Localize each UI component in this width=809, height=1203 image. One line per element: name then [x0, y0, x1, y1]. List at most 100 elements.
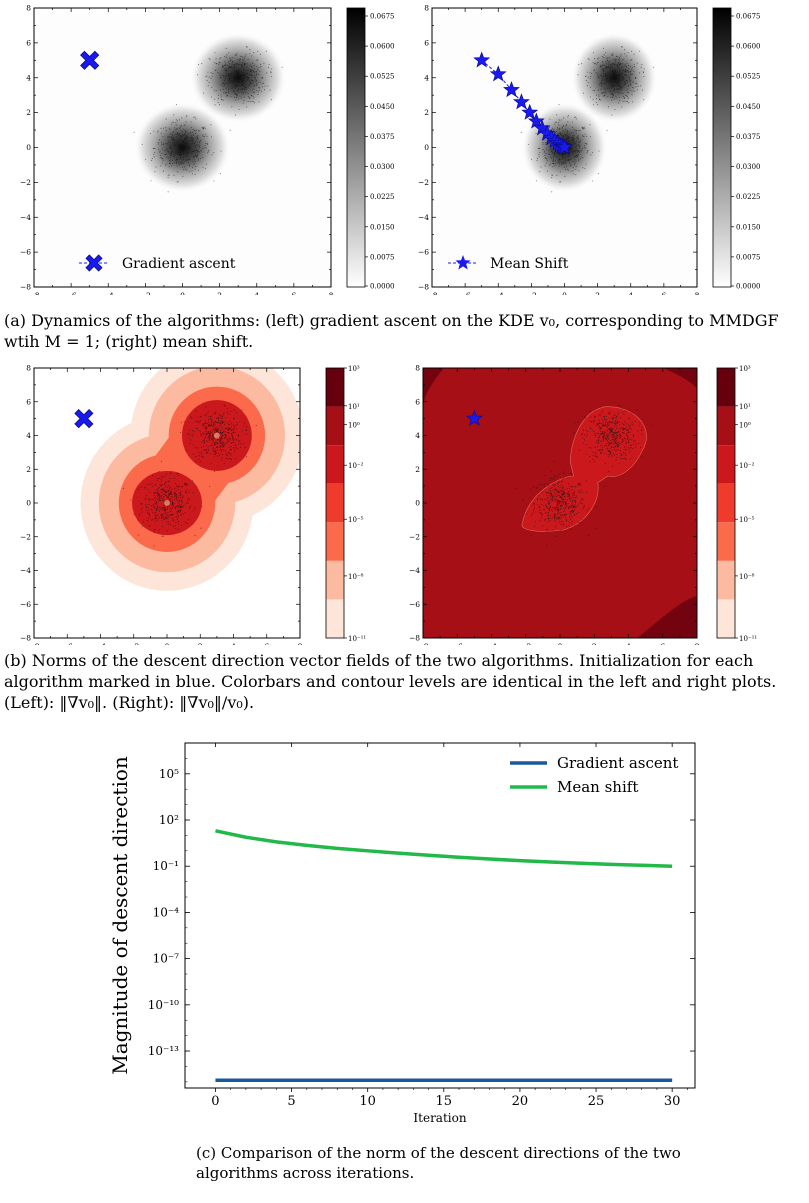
sample-point	[597, 73, 599, 75]
sample-point	[190, 147, 192, 149]
sample-point	[585, 480, 587, 482]
sample-point	[621, 63, 623, 65]
sample-point	[225, 64, 227, 66]
sample-point	[195, 118, 197, 120]
colorbar-label: 0.0525	[736, 73, 761, 81]
sample-point	[587, 58, 589, 60]
sample-point	[149, 515, 151, 517]
sample-point	[232, 438, 234, 440]
sample-point	[164, 506, 166, 508]
sample-point	[631, 91, 633, 93]
sample-point	[618, 91, 620, 94]
sample-point	[186, 500, 188, 502]
sample-point	[557, 494, 559, 496]
sample-point	[590, 154, 592, 156]
sample-point	[583, 147, 585, 149]
sample-point	[617, 443, 619, 445]
sample-point	[231, 65, 233, 67]
sample-point	[605, 63, 607, 65]
sample-point	[607, 444, 610, 447]
sample-point	[236, 82, 238, 84]
sample-point	[242, 93, 244, 95]
sample-point	[569, 140, 571, 142]
sample-point	[594, 451, 596, 453]
sample-point	[553, 152, 555, 154]
sample-point	[589, 72, 591, 74]
sample-point	[614, 89, 616, 91]
sample-point	[560, 484, 562, 486]
sample-point	[267, 66, 270, 69]
sample-point	[574, 513, 576, 515]
sample-point	[161, 148, 164, 150]
sample-point	[613, 433, 615, 435]
sample-point	[599, 431, 601, 433]
sample-point	[598, 437, 600, 439]
sample-point	[152, 504, 154, 506]
sample-point	[607, 428, 609, 430]
sample-point	[219, 414, 222, 416]
sample-point	[220, 459, 222, 461]
sample-point	[164, 512, 166, 514]
sample-point	[618, 437, 620, 439]
sample-point	[594, 527, 596, 529]
sample-point	[181, 503, 183, 505]
sample-point	[178, 154, 180, 156]
sample-point	[621, 76, 624, 78]
sample-point	[205, 147, 207, 149]
sample-point	[263, 82, 265, 85]
sample-point	[581, 518, 583, 520]
sample-point	[551, 151, 553, 153]
sample-point	[613, 446, 615, 448]
sample-point	[206, 143, 209, 145]
sample-point	[549, 149, 552, 151]
sample-point	[256, 68, 258, 70]
sample-point	[196, 416, 198, 418]
sample-point	[514, 487, 516, 489]
sample-point	[605, 421, 607, 423]
sample-point	[551, 494, 553, 496]
sample-point	[197, 63, 200, 66]
sample-point	[196, 427, 198, 429]
sample-point	[601, 431, 603, 433]
sample-point	[203, 437, 205, 439]
sample-point	[221, 436, 223, 438]
sample-point	[533, 511, 535, 513]
sample-point	[180, 495, 182, 497]
sample-point	[618, 85, 620, 88]
sample-point	[169, 128, 171, 130]
sample-point	[162, 507, 164, 510]
sample-point	[271, 68, 273, 70]
sample-point	[546, 507, 549, 509]
sample-point	[181, 135, 183, 137]
y-tick-label: 0	[26, 143, 31, 152]
sample-point	[147, 488, 149, 490]
sample-point	[171, 136, 173, 138]
sample-point	[610, 83, 612, 85]
sample-point	[167, 497, 169, 499]
sample-point	[161, 509, 163, 511]
colorbar-label: 0.0300	[370, 163, 395, 171]
sample-point	[250, 71, 253, 73]
sample-point	[223, 412, 225, 414]
sample-point	[241, 91, 243, 93]
sample-point	[629, 78, 631, 80]
sample-point	[192, 138, 194, 140]
sample-point	[558, 486, 560, 488]
sample-point	[565, 166, 567, 168]
x-tick-label: 2	[198, 642, 203, 645]
sample-point	[256, 90, 258, 92]
sample-point	[235, 62, 237, 64]
sample-point	[259, 81, 261, 83]
sample-point	[227, 76, 229, 78]
sample-point	[620, 72, 622, 74]
sample-point	[219, 425, 221, 427]
sample-point	[184, 139, 186, 141]
sample-point	[193, 144, 195, 146]
sample-point	[576, 136, 579, 138]
sample-point	[173, 155, 175, 157]
sample-point	[189, 165, 191, 167]
sample-point	[606, 60, 608, 62]
sample-point	[209, 452, 211, 455]
sample-point	[172, 134, 174, 136]
sample-point	[606, 78, 608, 80]
